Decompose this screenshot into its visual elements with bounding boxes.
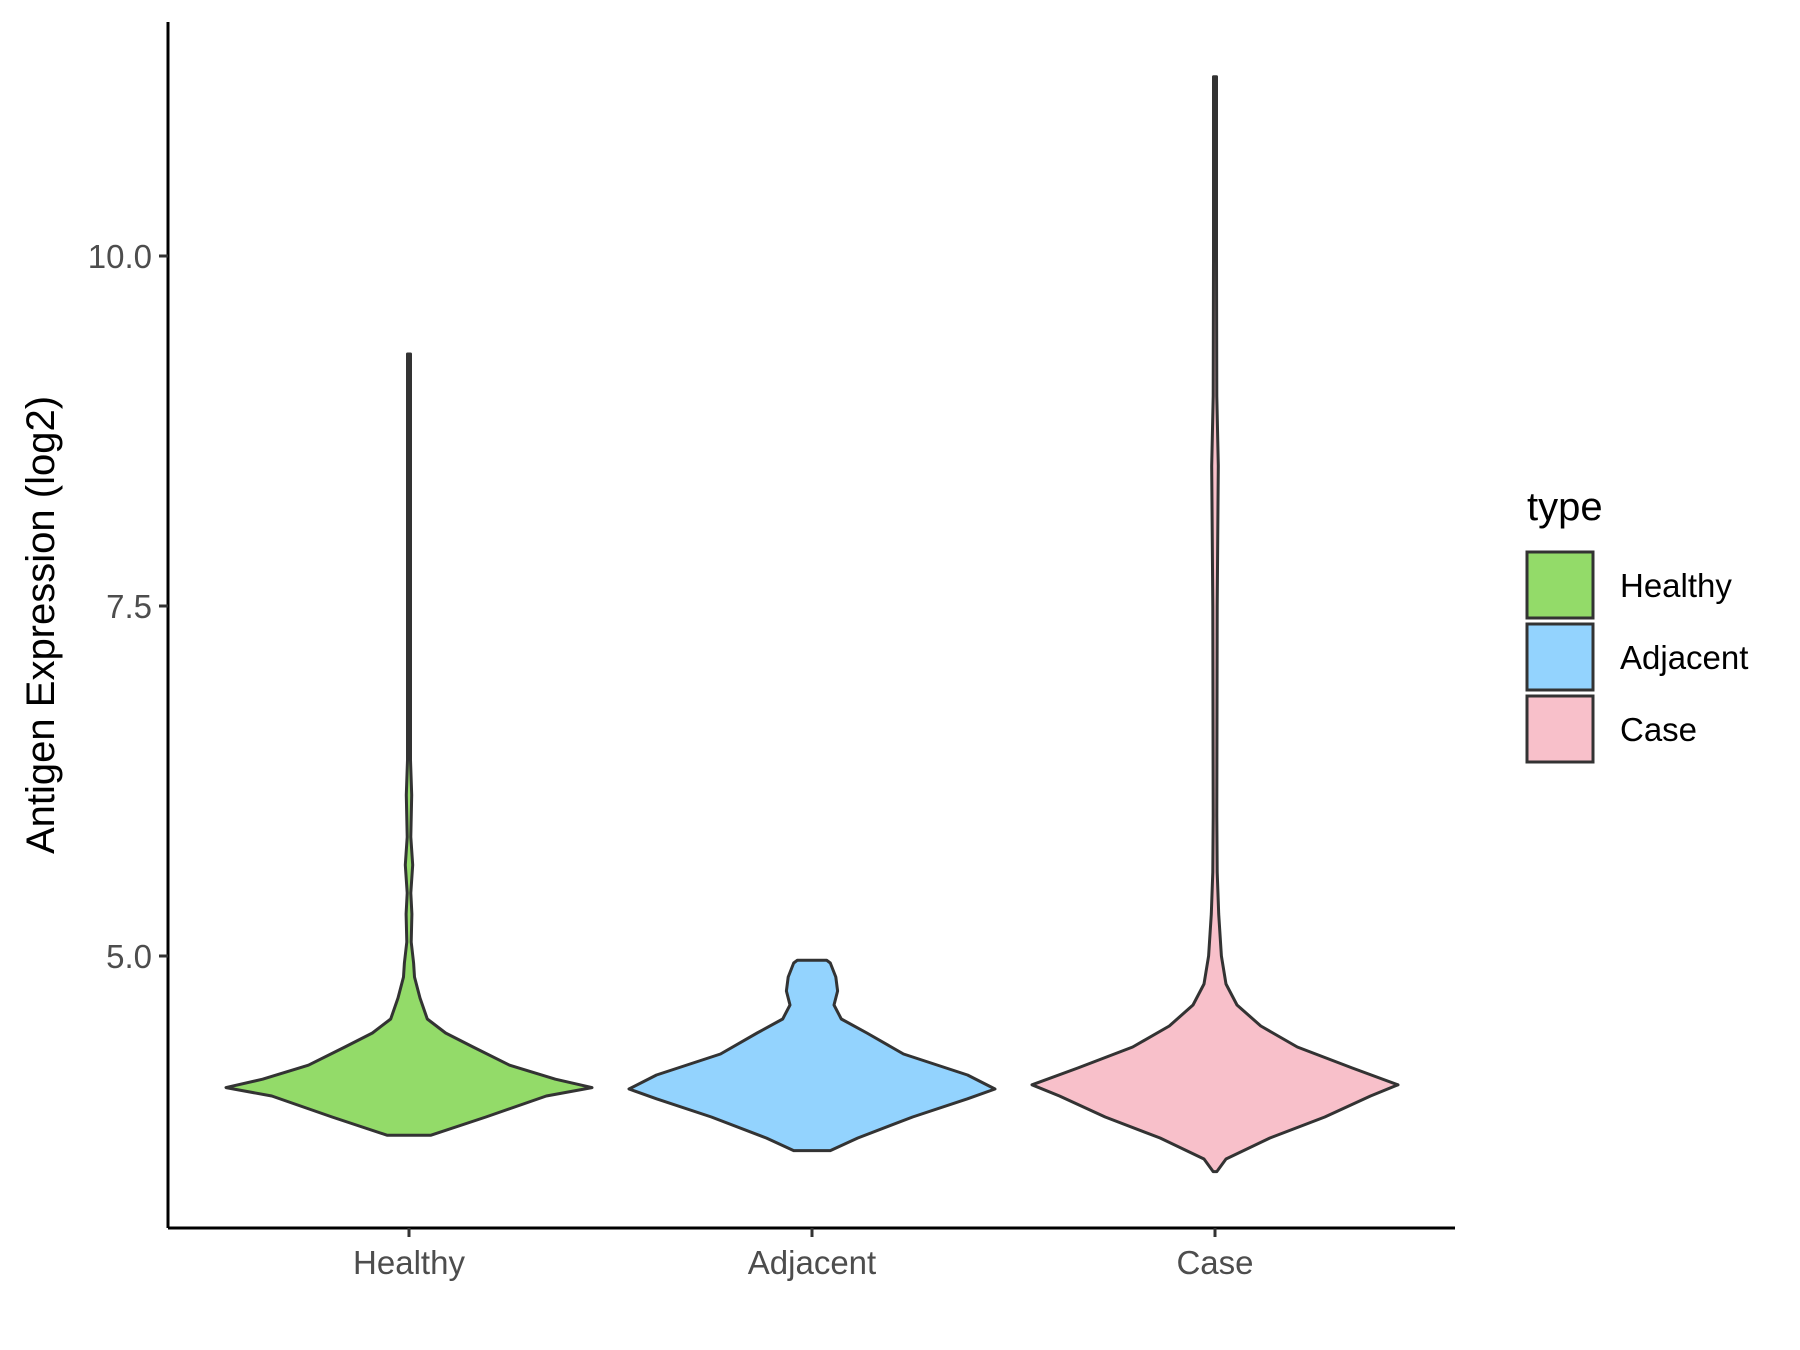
- x-tick-label: Case: [1176, 1244, 1253, 1281]
- violin-healthy: [224, 352, 594, 1137]
- y-axis-title: Antigen Expression (log2): [19, 396, 63, 854]
- violin-layer: [224, 75, 1400, 1174]
- legend-key-healthy: [1525, 550, 1595, 620]
- legend-key-adjacent: [1525, 622, 1595, 692]
- x-ticks: Healthy Adjacent Case: [353, 1228, 1254, 1281]
- y-tick-label: 10.0: [88, 238, 152, 275]
- y-tick-label: 7.5: [106, 588, 152, 625]
- y-tick-label: 5.0: [106, 938, 152, 975]
- legend: type Healthy Adjacent Case: [1525, 485, 1748, 764]
- violin-adjacent: [627, 958, 997, 1153]
- legend-label-case: Case: [1620, 711, 1697, 748]
- y-ticks: 5.0 7.5 10.0: [88, 238, 168, 975]
- legend-key-case: [1525, 694, 1595, 764]
- legend-label-healthy: Healthy: [1620, 567, 1732, 604]
- x-tick-label: Healthy: [353, 1244, 465, 1281]
- x-tick-label: Adjacent: [748, 1244, 876, 1281]
- violin-case: [1030, 75, 1400, 1174]
- legend-title: type: [1527, 485, 1603, 529]
- legend-label-adjacent: Adjacent: [1620, 639, 1748, 676]
